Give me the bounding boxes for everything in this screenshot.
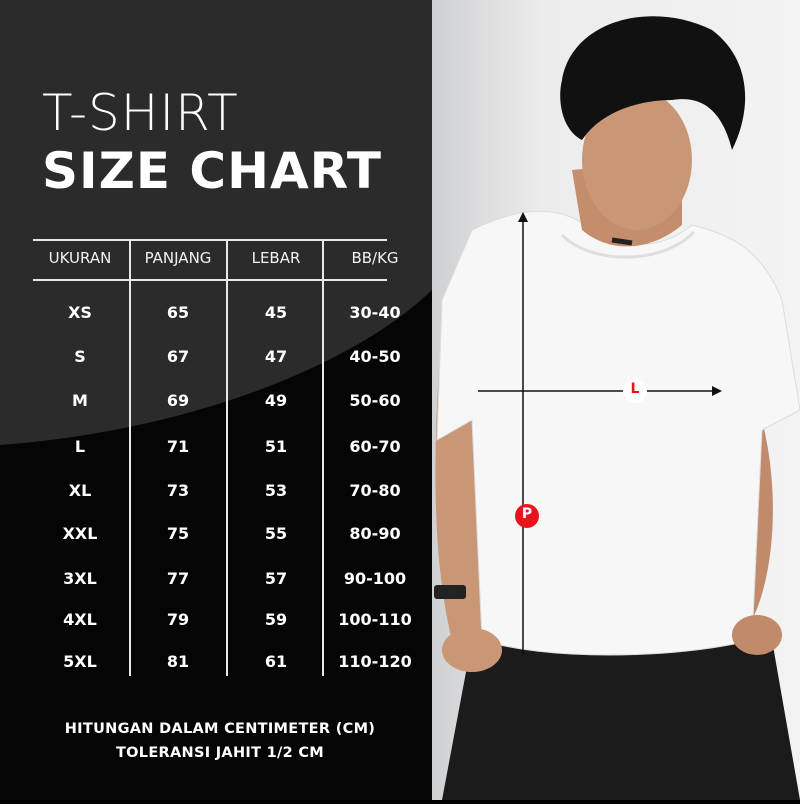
length-marker-label: P [521, 506, 533, 522]
cell-weight: 80-90 [349, 524, 401, 543]
cell-weight: 70-80 [349, 481, 401, 500]
column-header-width: LEBAR [251, 249, 301, 267]
cell-length: 75 [166, 524, 190, 543]
column-header-length: PANJANG [144, 249, 212, 267]
cell-size: S [74, 347, 86, 366]
cell-weight: 90-100 [343, 569, 407, 588]
cell-width: 57 [264, 569, 288, 588]
length-marker [515, 504, 539, 528]
table-header-rule [33, 279, 387, 281]
cell-size: XS [68, 303, 92, 322]
cell-weight: 100-110 [338, 610, 412, 629]
cell-width: 45 [264, 303, 288, 322]
cell-width: 47 [264, 347, 288, 366]
cell-size: L [74, 437, 86, 456]
cell-weight: 110-120 [338, 652, 412, 671]
cell-weight: 30-40 [349, 303, 401, 322]
table-top-rule [33, 239, 387, 241]
cell-width: 51 [264, 437, 288, 456]
cell-width: 53 [264, 481, 288, 500]
cell-size: XXL [62, 524, 98, 543]
footer-tolerance-note: TOLERANSI JAHIT 1/2 CM [115, 745, 325, 761]
footer-unit-note: HITUNGAN DALAM CENTIMETER (CM) [64, 721, 376, 737]
cell-length: 73 [166, 481, 190, 500]
cell-size: M [72, 391, 88, 410]
cell-width: 49 [264, 391, 288, 410]
title-line-2: SIZE CHART [42, 142, 383, 200]
column-divider [129, 240, 131, 676]
cell-length: 77 [166, 569, 190, 588]
cell-length: 71 [166, 437, 190, 456]
cell-length: 69 [166, 391, 190, 410]
cell-width: 61 [264, 652, 288, 671]
cell-length: 79 [166, 610, 190, 629]
column-divider [226, 240, 228, 676]
size-chart-panel: T-SHIRT SIZE CHART UKURAN PANJANG LEBAR BB/… [0, 0, 432, 761]
column-divider [322, 240, 324, 676]
cell-length: 65 [166, 303, 190, 322]
model-photo: L P [432, 0, 800, 800]
cell-size: XL [68, 481, 92, 500]
width-arrowhead [712, 386, 722, 396]
width-marker-label: L [630, 381, 640, 397]
cell-width: 59 [264, 610, 288, 629]
title-line-1: T-SHIRT [42, 84, 239, 142]
width-marker [623, 379, 647, 403]
column-header-weight: BB/KG [351, 249, 399, 267]
cell-width: 55 [264, 524, 288, 543]
cell-size: 3XL [63, 569, 97, 588]
cell-weight: 50-60 [349, 391, 401, 410]
length-arrowhead [518, 212, 528, 222]
cell-weight: 60-70 [349, 437, 401, 456]
cell-length: 67 [166, 347, 190, 366]
cell-size: 5XL [63, 652, 97, 671]
cell-weight: 40-50 [349, 347, 401, 366]
panel-background [0, 0, 432, 445]
cell-size: 4XL [63, 610, 97, 629]
cell-length: 81 [166, 652, 190, 671]
model-illustration [434, 16, 800, 800]
column-header-size: UKURAN [48, 249, 112, 267]
